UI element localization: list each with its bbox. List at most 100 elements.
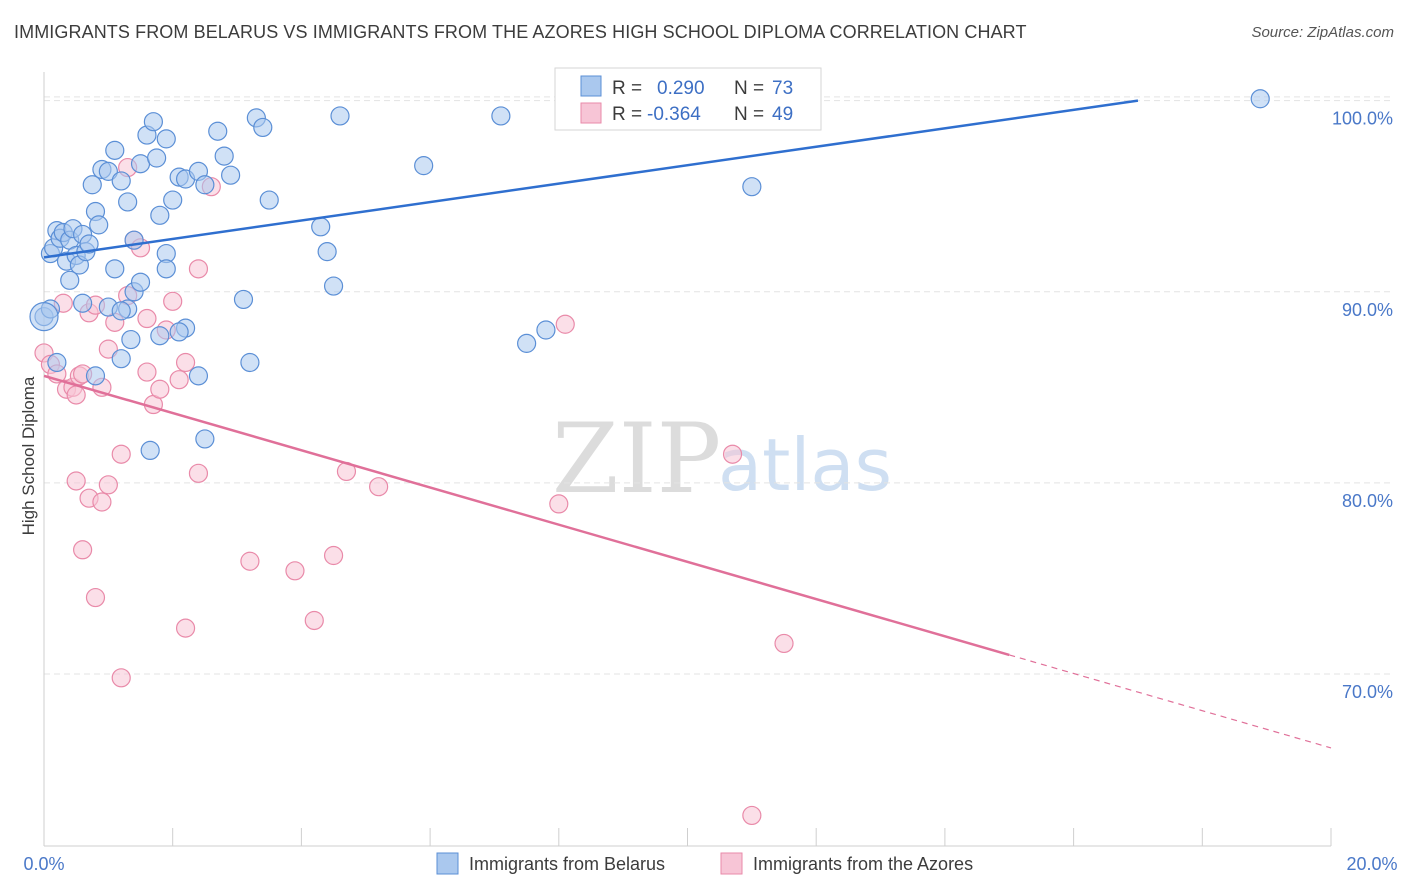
trend-line-belarus [43, 99, 1139, 259]
stats-r-value-belarus: 0.290 [657, 78, 705, 99]
belarus-point [140, 440, 160, 460]
belarus-point [163, 190, 183, 210]
stats-swatch-belarus [580, 75, 602, 97]
azores-point [73, 540, 93, 560]
belarus-point [60, 270, 80, 290]
azores-point [175, 618, 196, 638]
watermark-atlas: atlas [718, 423, 892, 507]
belarus-point [169, 322, 189, 342]
legend-label-belarus: Immigrants from Belarus [469, 854, 665, 874]
trend-line-azores-extension [1009, 654, 1332, 749]
belarus-point [253, 117, 273, 138]
belarus-point [195, 175, 215, 195]
belarus-point [517, 333, 537, 353]
belarus-point [317, 242, 337, 262]
stats-n-label-azores: N = [734, 104, 764, 125]
azores-point [188, 463, 209, 483]
belarus-point [105, 140, 125, 160]
belarus-point [208, 121, 228, 141]
azores-point [742, 805, 762, 826]
watermark-zip: ZIP [552, 403, 721, 515]
belarus-point [118, 192, 138, 212]
y-tick-label: 80.0% [1342, 491, 1393, 511]
trend-line-azores [43, 374, 1010, 657]
azores-points [34, 157, 794, 826]
belarus-point [85, 366, 106, 386]
belarus-point [536, 320, 556, 340]
belarus-point [742, 177, 762, 197]
belarus-point [491, 106, 511, 126]
azores-point [85, 587, 106, 608]
azores-point [169, 370, 189, 390]
belarus-point [82, 175, 102, 195]
belarus-point [150, 326, 170, 346]
belarus-point [89, 215, 109, 235]
belarus-point [414, 156, 434, 176]
stats-r-label-belarus: R = [612, 78, 642, 99]
belarus-point [323, 276, 344, 296]
belarus-point [111, 349, 131, 369]
grid [44, 96, 1391, 675]
stats-n-value-azores: 49 [772, 104, 793, 125]
chart-title: IMMIGRANTS FROM BELARUS VS IMMIGRANTS FR… [14, 22, 1027, 42]
azores-point [92, 492, 112, 512]
azores-point [66, 385, 86, 405]
belarus-point [98, 161, 118, 181]
azores-point [304, 610, 324, 631]
belarus-point [121, 329, 141, 350]
azores-point [98, 475, 118, 495]
belarus-point [259, 190, 279, 210]
belarus-point [156, 129, 176, 149]
belarus-point [233, 289, 254, 310]
belarus-point [79, 234, 99, 254]
azores-point [111, 444, 131, 464]
y-tick-label: 100.0% [1332, 109, 1393, 129]
stats-n-value-belarus: 73 [772, 78, 793, 99]
azores-point [150, 379, 170, 399]
azores-point [240, 551, 260, 571]
azores-point [111, 668, 131, 688]
trend-lines [43, 99, 1332, 749]
legend-swatch-azores [720, 852, 743, 875]
belarus-point [147, 148, 167, 168]
stats-swatch-azores [580, 102, 602, 124]
belarus-point [29, 302, 59, 332]
stats-box: R = 0.290 N = 73 R = -0.364 N = 49 [554, 67, 822, 131]
belarus-point [150, 205, 170, 225]
belarus-point [221, 165, 241, 185]
belarus-point [240, 352, 260, 373]
legend-label-azores: Immigrants from the Azores [753, 854, 973, 874]
x-tick-label-max: 20.0% [1346, 854, 1397, 874]
belarus-point [111, 171, 131, 191]
y-tick-label: 90.0% [1342, 300, 1393, 320]
belarus-point [1250, 89, 1270, 109]
azores-point [323, 545, 344, 566]
azores-point [98, 339, 118, 359]
y-tick-label: 70.0% [1342, 682, 1393, 702]
azores-point [555, 314, 575, 334]
belarus-point [130, 154, 151, 174]
belarus-point [330, 106, 350, 126]
belarus-point [214, 146, 234, 166]
belarus-point [311, 217, 331, 237]
legend-swatch-belarus [436, 852, 459, 875]
belarus-point [47, 352, 67, 373]
source-credit: Source: ZipAtlas.com [1251, 24, 1394, 41]
stats-n-label-belarus: N = [734, 78, 764, 99]
belarus-points [29, 89, 1270, 460]
legend: Immigrants from Belarus Immigrants from … [436, 852, 973, 875]
belarus-point [73, 293, 93, 313]
azores-point [722, 444, 743, 464]
azores-point [66, 471, 86, 491]
azores-point [188, 259, 209, 279]
belarus-point [156, 259, 176, 279]
azores-point [369, 477, 389, 497]
azores-point [175, 352, 196, 373]
azores-point [137, 362, 157, 382]
stats-r-value-azores: -0.364 [647, 104, 701, 125]
belarus-point [188, 366, 209, 386]
stats-r-label-azores: R = [612, 104, 642, 125]
azores-point [163, 291, 183, 311]
belarus-point [111, 301, 131, 321]
